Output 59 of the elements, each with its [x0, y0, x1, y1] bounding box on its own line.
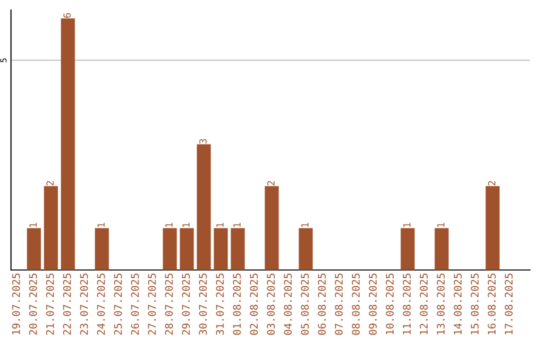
x-tick-label: 16.08.2025	[488, 274, 496, 334]
x-tick-label: 19.07.2025	[12, 274, 20, 334]
x-tick-label: 30.07.2025	[198, 274, 207, 335]
data-label: 1	[165, 222, 173, 227]
x-tick-label: 07.08.2025	[334, 274, 343, 335]
bar	[434, 228, 449, 270]
x-tick-label: 24.07.2025	[97, 274, 105, 335]
x-tick-label: 28.07.2025	[165, 274, 173, 335]
bar	[94, 228, 109, 270]
bar	[214, 228, 228, 270]
data-label: 2	[46, 181, 54, 186]
data-label: 3	[199, 139, 207, 144]
x-tick-label: 05.08.2025	[300, 274, 309, 335]
x-tick-label: 01.08.2025	[232, 274, 241, 335]
data-label: 1	[403, 222, 410, 227]
x-tick-label: 10.08.2025	[386, 274, 394, 334]
x-tick-label: 09.08.2025	[368, 274, 377, 335]
data-label: 1	[437, 222, 444, 227]
x-tick-label: 27.07.2025	[148, 274, 156, 335]
x-tick-label: 29.07.2025	[182, 274, 190, 335]
x-tick-label: 21.07.2025	[46, 274, 54, 335]
x-tick-label: 25.07.2025	[114, 274, 122, 335]
x-tick-label: 11.08.2025	[402, 274, 411, 334]
bar	[196, 144, 211, 270]
x-tick-label: 04.08.2025	[284, 274, 292, 335]
y-tick-label: 5	[0, 58, 7, 62]
bar	[400, 228, 415, 270]
bar	[486, 186, 500, 270]
data-label: 1	[216, 222, 224, 227]
x-tick-label: 20.07.2025	[29, 274, 37, 335]
data-label: 1	[30, 222, 37, 227]
data-label: 6	[63, 13, 71, 18]
x-tick-label: 02.08.2025	[250, 274, 258, 335]
bar	[60, 18, 75, 270]
x-tick-label: 15.08.2025	[470, 274, 479, 334]
data-label: 1	[182, 222, 190, 227]
bar	[180, 228, 194, 270]
data-label: 1	[301, 222, 308, 227]
bar	[230, 228, 245, 270]
x-tick-label: 22.07.2025	[63, 274, 71, 335]
bar	[162, 228, 177, 270]
x-tick-label: 14.08.2025	[454, 274, 462, 334]
data-label: 2	[267, 181, 274, 186]
x-tick-label: 23.07.2025	[80, 274, 88, 335]
x-tick-label: 08.08.2025	[352, 274, 360, 335]
data-label: 1	[233, 222, 241, 227]
x-tick-label: 06.08.2025	[318, 274, 326, 335]
bar	[264, 186, 279, 270]
data-label: 1	[98, 222, 105, 227]
bar	[44, 186, 58, 270]
bar	[26, 228, 41, 270]
x-tick-label: 26.07.2025	[131, 274, 139, 335]
bar	[298, 228, 313, 270]
x-tick-label: 17.08.2025	[504, 274, 513, 334]
x-tick-label: 13.08.2025	[436, 274, 445, 334]
x-tick-label: 03.08.2025	[266, 274, 275, 335]
x-tick-label: 12.08.2025	[420, 274, 428, 334]
data-label: 2	[488, 181, 496, 186]
x-tick-label: 31.07.2025	[216, 274, 224, 335]
